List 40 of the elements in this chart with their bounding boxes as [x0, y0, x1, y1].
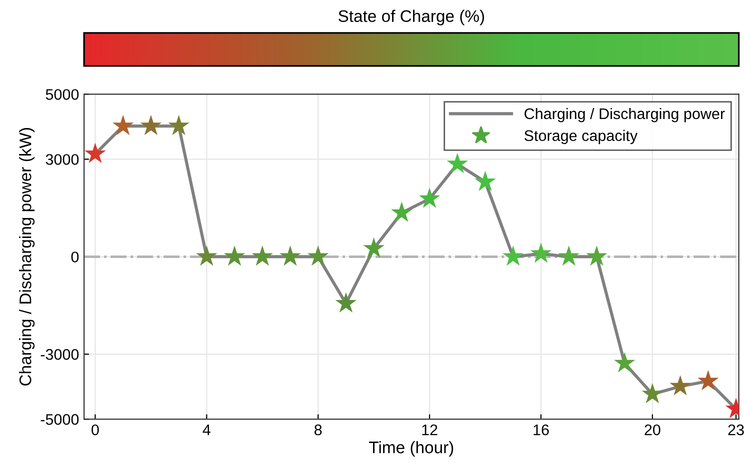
- y-tick-label: 3000: [46, 154, 79, 165]
- point: [84, 142, 106, 164]
- point: [168, 114, 190, 136]
- y-tick-label: -5000: [40, 414, 79, 425]
- point: [502, 245, 524, 266]
- point: [280, 245, 301, 266]
- x-axis-title: Time (hour): [369, 441, 454, 457]
- x-tick-label: 4: [202, 424, 210, 436]
- y-tick-label: 5000: [46, 89, 79, 100]
- point: [697, 370, 719, 390]
- point: [363, 237, 384, 258]
- x-tick-label: 12: [422, 424, 438, 436]
- point: [558, 245, 580, 266]
- point: [140, 114, 162, 136]
- point: [614, 352, 636, 372]
- point: [112, 114, 134, 136]
- y-tick-label: -3000: [40, 349, 79, 360]
- point: [670, 375, 691, 396]
- legend-label: Storage capacity: [524, 130, 638, 144]
- legend-label: Charging / Discharging power: [524, 108, 725, 122]
- y-axis-title: Charging / Discharging power (kW): [19, 128, 35, 386]
- point: [224, 245, 246, 266]
- point: [335, 292, 357, 313]
- x-tick-label: 8: [314, 424, 322, 436]
- point: [391, 202, 412, 222]
- point: [530, 242, 552, 263]
- point: [642, 382, 664, 404]
- point: [446, 152, 468, 174]
- point: [418, 188, 440, 208]
- x-tick-label: 0: [92, 424, 99, 436]
- point: [586, 245, 608, 266]
- point: [252, 245, 274, 266]
- x-tick-label: 23: [728, 424, 744, 436]
- x-tick-label: 20: [644, 424, 660, 436]
- x-tick-label: 16: [534, 424, 549, 436]
- point: [196, 245, 218, 266]
- y-tick-label: 0: [71, 252, 79, 262]
- point: [474, 170, 496, 192]
- point: [307, 245, 329, 266]
- color-bar-title: State of Charge (%): [338, 10, 484, 26]
